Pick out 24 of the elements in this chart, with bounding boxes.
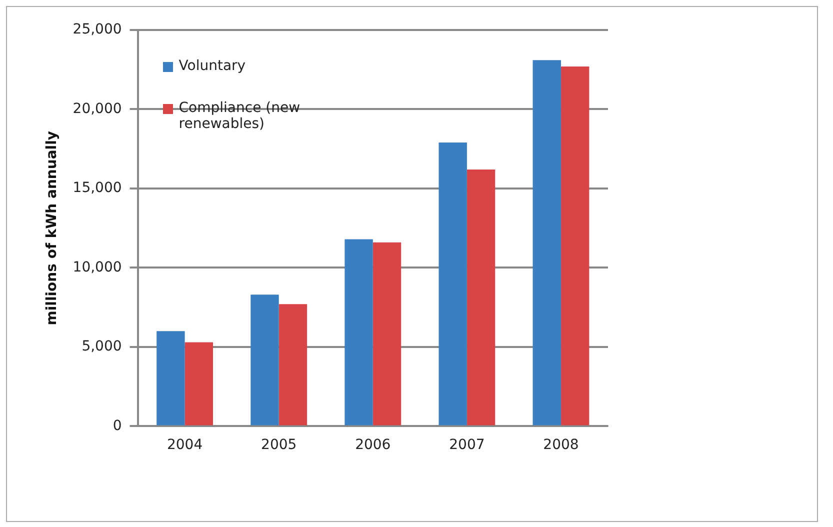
bar bbox=[466, 169, 496, 426]
y-tick-label: 5,000 bbox=[82, 338, 122, 355]
bar bbox=[344, 239, 373, 426]
y-tick-label: 25,000 bbox=[72, 22, 122, 38]
x-tick-label: 2006 bbox=[355, 437, 391, 454]
x-tick-label: 2005 bbox=[261, 437, 297, 454]
legend-label: Compliance (new renewables) bbox=[178, 100, 302, 132]
y-tick-label: 0 bbox=[112, 418, 122, 434]
x-tick-label: 2004 bbox=[166, 437, 203, 454]
bar bbox=[372, 242, 402, 426]
bar bbox=[438, 142, 467, 426]
bar bbox=[156, 331, 185, 426]
bar bbox=[532, 60, 561, 426]
y-tick-label: 20,000 bbox=[72, 100, 122, 117]
bar bbox=[560, 66, 590, 426]
x-tick-label: 2007 bbox=[449, 437, 485, 454]
x-tick-label: 2008 bbox=[543, 437, 579, 454]
bar bbox=[278, 304, 308, 426]
y-axis-title: millions of kWh annually bbox=[44, 130, 60, 326]
y-tick-label: 10,000 bbox=[72, 259, 122, 276]
bar bbox=[250, 294, 279, 426]
bar bbox=[184, 342, 214, 426]
legend-label: Voluntary bbox=[178, 58, 246, 74]
y-tick-label: 15,000 bbox=[72, 180, 122, 196]
